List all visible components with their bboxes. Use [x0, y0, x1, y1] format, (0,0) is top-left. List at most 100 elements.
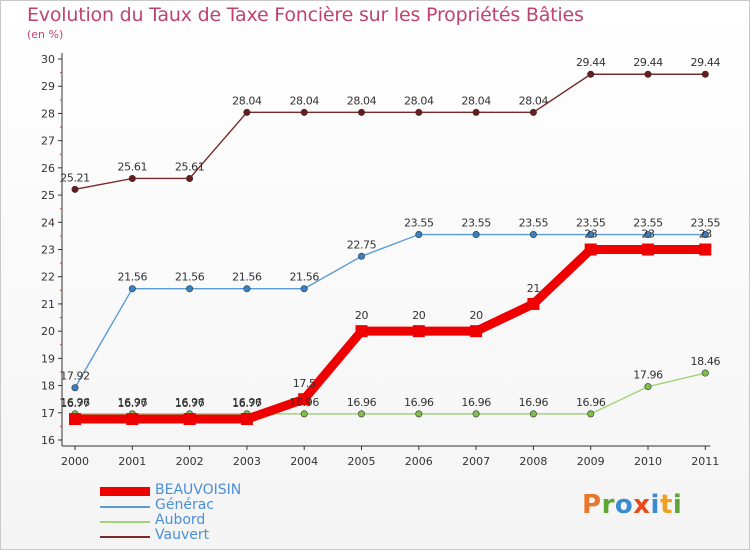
- data-label: 21.56: [232, 271, 262, 284]
- x-tick-label: 2002: [176, 455, 204, 468]
- data-label: 23: [584, 228, 598, 241]
- y-tick-label: 29: [41, 80, 55, 93]
- data-point: [642, 243, 654, 256]
- y-tick-label: 25: [41, 189, 55, 202]
- legend-item: BEAUVOISIN: [100, 482, 300, 499]
- logo-letter: r: [601, 490, 615, 520]
- data-point: [415, 231, 423, 239]
- data-point: [357, 108, 365, 116]
- data-label: 25.61: [118, 160, 148, 173]
- y-tick-label: 16: [41, 434, 55, 447]
- data-label: 16.96: [519, 396, 549, 409]
- y-tick-label: 19: [41, 352, 55, 365]
- data-point: [529, 108, 537, 116]
- data-point: [128, 174, 136, 182]
- data-point: [183, 413, 196, 426]
- y-tick-label: 20: [41, 325, 55, 338]
- data-point: [300, 108, 308, 116]
- data-point: [584, 243, 597, 256]
- x-tick-label: 2011: [691, 455, 719, 468]
- x-tick-label: 2010: [634, 455, 662, 468]
- x-tick-label: 2007: [462, 455, 490, 468]
- y-tick-label: 17: [41, 407, 55, 420]
- logo-letter: i: [672, 490, 683, 520]
- x-tick-label: 2009: [577, 455, 605, 468]
- y-tick-label: 23: [41, 244, 55, 257]
- data-label: 16.96: [461, 396, 491, 409]
- legend-swatch: [100, 536, 150, 538]
- data-label: 16.96: [232, 396, 262, 409]
- data-point: [527, 297, 540, 310]
- legend-label: Aubord: [155, 512, 206, 528]
- data-label: 29.44: [691, 56, 721, 69]
- data-label: 21.56: [118, 271, 148, 284]
- y-tick-label: 22: [41, 271, 55, 284]
- proxiti-logo: Proxiti: [582, 490, 682, 520]
- data-label: 16.96: [289, 396, 319, 409]
- data-label: 23: [699, 228, 713, 241]
- logo-letter: o: [614, 490, 634, 520]
- data-point: [701, 369, 709, 377]
- data-label: 28.04: [347, 94, 377, 107]
- data-label: 20: [355, 309, 369, 322]
- y-tick-label: 24: [41, 216, 55, 229]
- series-line-vauvert: [74, 73, 706, 191]
- data-point: [701, 70, 709, 78]
- data-point: [415, 108, 423, 116]
- logo-letter: i: [650, 490, 660, 520]
- series-line-générac: [74, 233, 706, 389]
- data-label: 23.55: [576, 217, 606, 230]
- data-label: 17.96: [633, 369, 663, 382]
- data-point: [69, 413, 81, 426]
- legend-swatch: [100, 506, 150, 508]
- data-label: 16.96: [404, 396, 434, 409]
- data-point: [240, 413, 253, 426]
- data-label: 28.04: [404, 94, 434, 107]
- legend-item: Générac: [100, 497, 300, 514]
- data-point: [472, 231, 480, 239]
- x-tick-label: 2000: [61, 455, 89, 468]
- data-label: 17.5: [293, 377, 316, 390]
- data-label: 16.96: [175, 396, 205, 409]
- data-point: [71, 384, 79, 392]
- data-label: 16.77: [60, 397, 90, 410]
- data-label: 22.75: [347, 238, 377, 251]
- data-point: [470, 325, 483, 338]
- data-point: [472, 410, 480, 418]
- legend-swatch: [100, 487, 150, 496]
- data-label: 28.04: [461, 94, 491, 107]
- data-label: 16.77: [118, 397, 148, 410]
- y-tick-label: 27: [41, 135, 55, 148]
- data-point: [529, 410, 537, 418]
- data-point: [472, 108, 480, 116]
- x-tick-label: 2001: [118, 455, 146, 468]
- data-point: [644, 383, 652, 391]
- data-label: 21.56: [175, 271, 205, 284]
- data-label: 28.04: [289, 94, 319, 107]
- legend-label: Vauvert: [155, 527, 210, 543]
- legend-item: Vauvert: [100, 527, 300, 544]
- data-label: 16.77: [232, 397, 262, 410]
- x-tick-label: 2006: [405, 455, 433, 468]
- data-point: [644, 231, 652, 239]
- legend-label: Générac: [155, 497, 214, 513]
- data-point: [298, 393, 311, 406]
- data-point: [529, 231, 537, 239]
- y-tick-label: 21: [41, 298, 55, 311]
- data-point: [128, 285, 136, 293]
- data-label: 21.56: [289, 271, 319, 284]
- data-label: 23.55: [461, 217, 491, 230]
- data-point: [587, 231, 595, 239]
- data-label: 29.44: [633, 56, 663, 69]
- logo-letter: t: [659, 490, 673, 520]
- data-point: [587, 410, 595, 418]
- data-label: 20: [412, 309, 426, 322]
- data-point: [300, 285, 308, 293]
- data-point: [699, 243, 712, 256]
- series-line-aubord: [75, 372, 706, 415]
- x-tick-label: 2008: [519, 455, 547, 468]
- data-label: 25.61: [175, 160, 205, 173]
- logo-letter: x: [633, 490, 651, 520]
- legend-swatch: [100, 521, 150, 523]
